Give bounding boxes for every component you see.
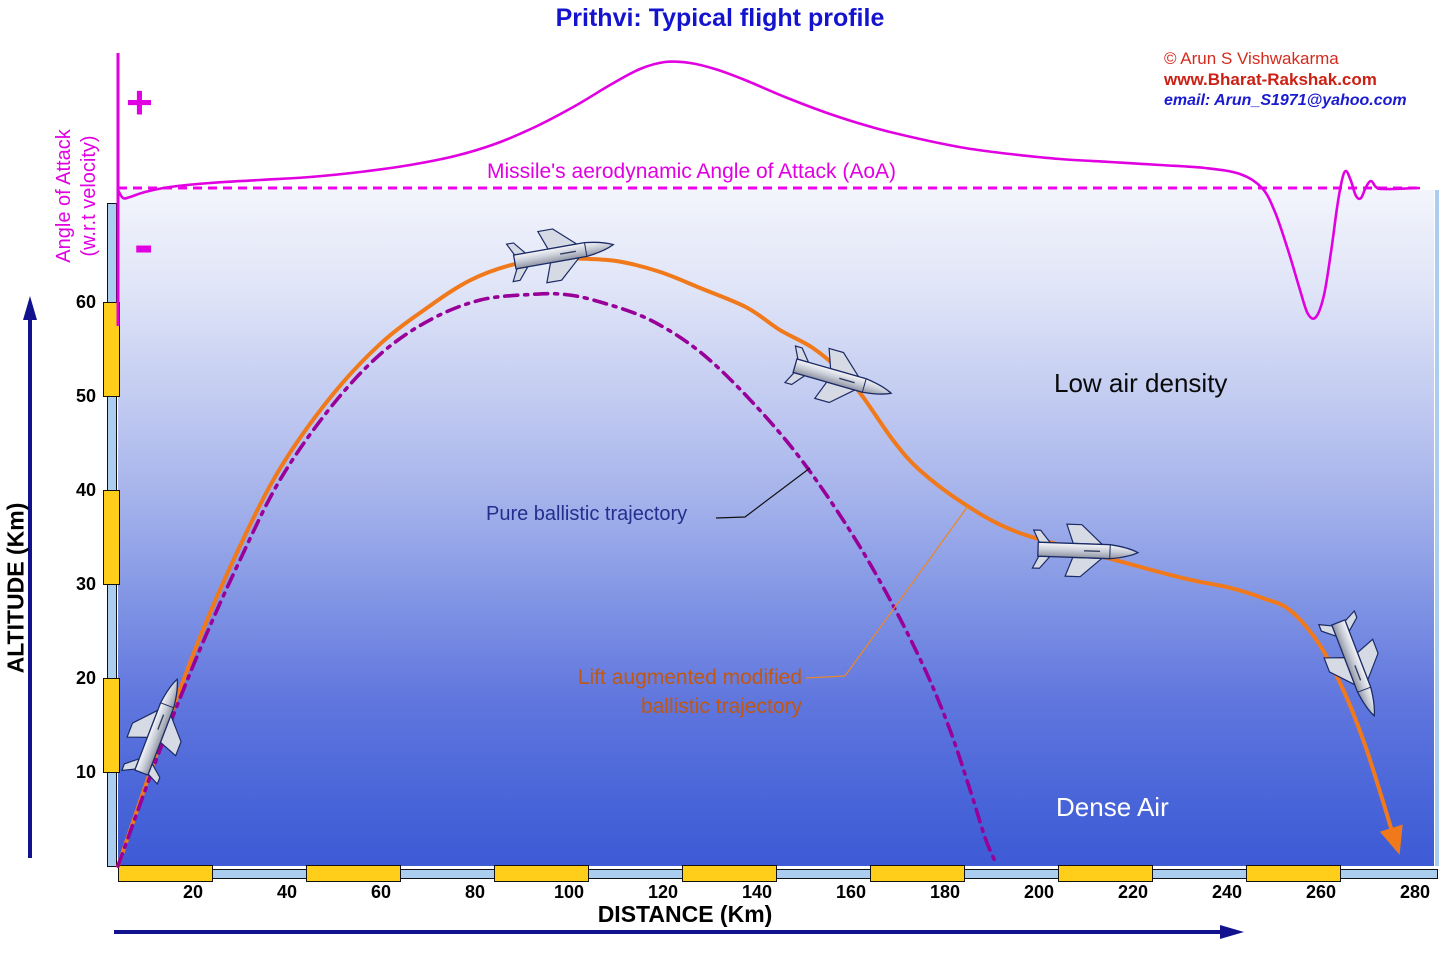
credit-website: www.Bharat-Rakshak.com (1164, 70, 1377, 89)
label-pointer-lines (715, 467, 969, 679)
page-title: Prithvi: Typical flight profile (555, 4, 885, 32)
distance-axis-arrow (114, 925, 1244, 939)
altitude-scale-band (103, 678, 120, 773)
distance-scale-band (682, 865, 777, 882)
x-tick-label: 140 (741, 882, 773, 902)
credit-author: © Arun S Vishwakarma (1164, 49, 1339, 68)
aoa-curve-label: Missile's aerodynamic Angle of Attack (A… (487, 160, 897, 183)
x-tick-label: 80 (464, 882, 486, 902)
x-tick-label: 100 (553, 882, 585, 902)
x-tick-label: 200 (1023, 882, 1055, 902)
aoa-axis-label: Angle of Attack (w.r.t velocity) (52, 129, 102, 262)
altitude-scale-band (103, 490, 120, 585)
aoa-axis-label-line1: Angle of Attack (53, 129, 75, 263)
distance-scale-band (118, 865, 213, 882)
aoa-plus-sign: + (126, 76, 153, 128)
lift-augmented-curve (116, 256, 1403, 868)
missile-icon (1031, 522, 1140, 580)
y-tick-label: 40 (75, 480, 96, 500)
pure-ballistic-curve (116, 291, 997, 868)
y-tick-label: 50 (75, 386, 96, 406)
missile-icon (504, 218, 619, 290)
x-tick-label: 120 (647, 882, 679, 902)
x-tick-label: 40 (276, 882, 298, 902)
pure-ballistic-label: Pure ballistic trajectory (486, 503, 688, 525)
x-tick-label: 240 (1211, 882, 1243, 902)
x-tick-label: 20 (182, 882, 204, 902)
plot-right-edge-strip (1435, 190, 1439, 866)
dense-air-label: Dense Air (1056, 792, 1169, 822)
distance-scale-band (306, 865, 401, 882)
altitude-axis-arrow (23, 296, 37, 858)
distance-scale-band (870, 865, 965, 882)
missile-icon (1311, 607, 1400, 726)
y-tick-label: 60 (75, 292, 96, 312)
y-tick-label: 30 (75, 574, 96, 594)
x-tick-label: 280 (1399, 882, 1431, 902)
altitude-scale-band (103, 302, 120, 397)
x-tick-label: 260 (1305, 882, 1337, 902)
x-tick-label: 60 (370, 882, 392, 902)
pure-ballistic-pointer-line (715, 467, 811, 519)
aoa-minus-sign: - (134, 212, 154, 277)
missile-icon (782, 338, 900, 419)
lift-augmented-label: Lift augmented modified ballistic trajec… (545, 663, 802, 721)
distance-scale-band (1246, 865, 1341, 882)
lift-augmented-label-line2: ballistic trajectory (640, 695, 802, 718)
x-tick-label: 220 (1117, 882, 1149, 902)
lift-augmented-label-line1: Lift augmented modified (577, 666, 802, 689)
distance-scale-band (1058, 865, 1153, 882)
y-tick-label: 20 (75, 668, 96, 688)
plot-area-gradient (118, 190, 1434, 866)
x-tick-label: 160 (835, 882, 867, 902)
low-air-density-label: Low air density (1054, 368, 1228, 398)
aoa-curve (116, 60, 1421, 320)
distance-scale-band (494, 865, 589, 882)
aoa-axis-label-line2: (w.r.t velocity) (78, 135, 100, 257)
trajectory-curves (116, 60, 1421, 868)
credit-email: email: Arun_S1971@yahoo.com (1164, 92, 1407, 109)
y-axis-title: ALTITUDE (Km) (2, 502, 29, 674)
x-axis-title: DISTANCE (Km) (597, 901, 773, 927)
x-tick-label: 180 (929, 882, 961, 902)
y-tick-label: 10 (75, 762, 96, 782)
credits: © Arun S Vishwakarma www.Bharat-Rakshak.… (1164, 48, 1407, 111)
missile-icon (114, 669, 203, 788)
lift-augmented-pointer-line (805, 505, 969, 679)
